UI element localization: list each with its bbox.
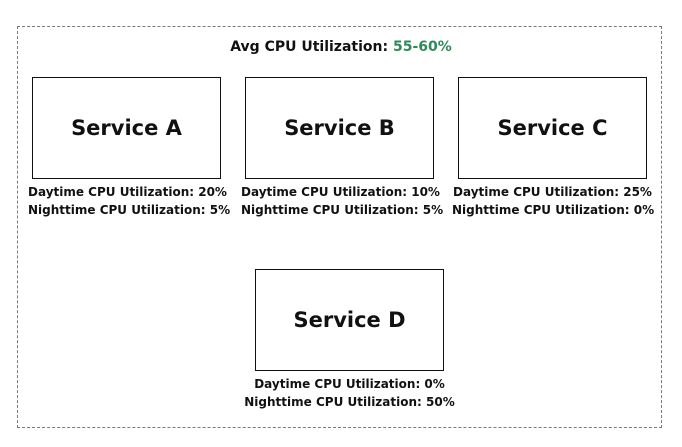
service-a-nighttime: Nighttime CPU Utilization: 5% xyxy=(28,203,231,217)
avg-cpu-value: 55-60% xyxy=(392,39,452,55)
outer-dashed-frame xyxy=(17,26,662,428)
service-d-name: Service D xyxy=(293,308,406,332)
service-a-daytime: Daytime CPU Utilization: 20% xyxy=(28,185,227,199)
service-a-box: Service A xyxy=(32,77,221,179)
service-d-box: Service D xyxy=(255,269,444,371)
service-b-stats: Daytime CPU Utilization: 10% Nighttime C… xyxy=(241,183,444,219)
service-c-stats: Daytime CPU Utilization: 25% Nighttime C… xyxy=(452,183,655,219)
service-b-daytime: Daytime CPU Utilization: 10% xyxy=(241,185,440,199)
service-c-box: Service C xyxy=(458,77,647,179)
service-c-nighttime: Nighttime CPU Utilization: 0% xyxy=(452,203,655,217)
service-d-stats: Daytime CPU Utilization: 0% Nighttime CP… xyxy=(236,375,463,411)
service-c-daytime: Daytime CPU Utilization: 25% xyxy=(453,185,652,199)
service-b-box: Service B xyxy=(245,77,434,179)
service-c-name: Service C xyxy=(497,116,608,140)
service-a-stats: Daytime CPU Utilization: 20% Nighttime C… xyxy=(28,183,231,219)
avg-cpu-header: Avg CPU Utilization: 55-60% xyxy=(0,38,682,56)
service-b-name: Service B xyxy=(284,116,395,140)
avg-cpu-label: Avg CPU Utilization: xyxy=(230,39,393,55)
service-a-name: Service A xyxy=(71,116,182,140)
service-b-nighttime: Nighttime CPU Utilization: 5% xyxy=(241,203,444,217)
service-d-daytime: Daytime CPU Utilization: 0% xyxy=(254,377,445,391)
service-d-nighttime: Nighttime CPU Utilization: 50% xyxy=(244,395,455,409)
